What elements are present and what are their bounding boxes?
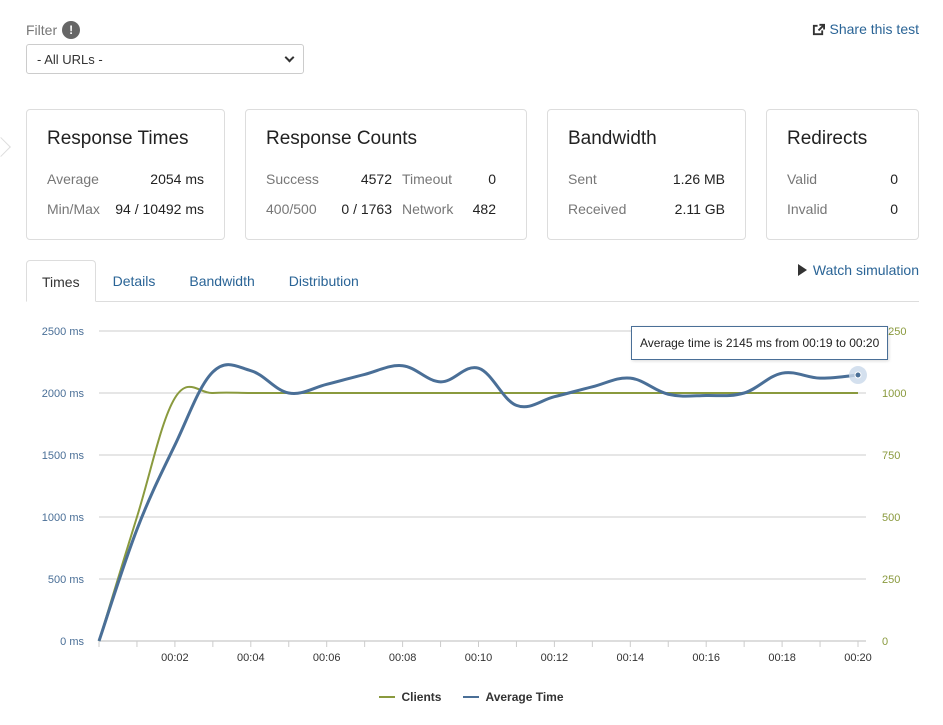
timeout-value: 0 — [488, 171, 496, 187]
legend-item-average-time[interactable]: Average Time — [463, 690, 564, 704]
y-left-tick-label: 2500 ms — [42, 326, 85, 338]
valid-value: 0 — [890, 171, 898, 187]
sent-label: Sent — [568, 171, 597, 187]
card-title: Response Times — [47, 128, 189, 149]
x-tick-label: 00:20 — [844, 652, 872, 664]
y-right-tick-label: 1000 — [882, 388, 906, 400]
side-arrow — [0, 137, 11, 157]
y-right-tick-label: 750 — [882, 450, 900, 462]
y-right-tick-label: 0 — [882, 636, 888, 648]
average-label: Average — [47, 171, 99, 187]
series-line-clients — [98, 385, 858, 642]
y-left-tick-label: 500 ms — [48, 574, 85, 586]
redirects-card: Redirects Valid 0 Invalid 0 — [766, 109, 919, 240]
x-tick-label: 00:18 — [768, 652, 796, 664]
y-left-tick-label: 0 ms — [60, 636, 84, 648]
invalid-label: Invalid — [787, 201, 828, 217]
network-value: 482 — [472, 201, 496, 217]
card-title: Redirects — [787, 128, 868, 149]
chart-tabs: Times Details Bandwidth Distribution — [26, 260, 919, 302]
url-filter-select[interactable]: - All URLs - — [26, 44, 304, 74]
x-tick-label: 00:08 — [389, 652, 417, 664]
play-icon — [797, 264, 807, 276]
x-tick-label: 00:02 — [161, 652, 189, 664]
bandwidth-card: Bandwidth Sent 1.26 MB Received 2.11 GB — [547, 109, 746, 240]
y-left-tick-label: 1000 ms — [42, 512, 85, 524]
success-label: Success — [266, 171, 319, 187]
x-tick-label: 00:10 — [465, 652, 493, 664]
timeout-label: Timeout — [402, 171, 453, 187]
watch-simulation-link[interactable]: Watch simulation — [797, 262, 919, 278]
highlight-point — [854, 371, 862, 379]
chart-tooltip: Average time is 2145 ms from 00:19 to 00… — [631, 326, 889, 360]
tab-distribution[interactable]: Distribution — [288, 273, 359, 289]
legend-label-average-time: Average Time — [485, 690, 564, 704]
received-value: 2.11 GB — [674, 201, 725, 217]
network-label: Network — [402, 201, 454, 217]
invalid-value: 0 — [890, 201, 898, 217]
response-times-card: Response Times Average 2054 ms Min/Max 94 … — [26, 109, 225, 240]
info-icon[interactable]: ! — [62, 21, 81, 39]
x-tick-label: 00:04 — [237, 652, 265, 664]
y-right-tick-label: 500 — [882, 512, 900, 524]
share-test-link[interactable]: Share this test — [812, 21, 920, 37]
y-left-tick-label: 1500 ms — [42, 450, 85, 462]
filter-label-text: Filter — [26, 22, 58, 38]
x-tick-label: 00:14 — [617, 652, 645, 664]
url-filter-value: - All URLs - — [37, 51, 103, 67]
share-label: Share this test — [829, 21, 920, 37]
valid-label: Valid — [787, 171, 818, 187]
y-left-tick-label: 2000 ms — [42, 388, 85, 400]
response-counts-card: Response Counts Success 4572 Timeout 0 4… — [245, 109, 527, 240]
http-error-value: 0 / 1763 — [341, 201, 392, 217]
received-label: Received — [568, 201, 627, 217]
success-value: 4572 — [360, 171, 392, 187]
average-value: 2054 ms — [150, 171, 204, 187]
http-error-label: 400/500 — [266, 201, 317, 217]
watch-simulation-label: Watch simulation — [812, 262, 919, 278]
chart-legend: Clients Average Time — [0, 690, 943, 704]
tab-details[interactable]: Details — [112, 273, 156, 289]
x-tick-label: 00:06 — [313, 652, 341, 664]
card-title: Response Counts — [266, 128, 418, 149]
sent-value: 1.26 MB — [672, 171, 725, 187]
tab-times[interactable]: Times — [26, 260, 96, 302]
card-title: Bandwidth — [568, 128, 657, 149]
minmax-value: 94 / 10492 ms — [115, 201, 204, 217]
tab-bandwidth[interactable]: Bandwidth — [189, 273, 255, 289]
x-tick-label: 00:16 — [692, 652, 720, 664]
legend-label-clients: Clients — [401, 690, 442, 704]
legend-swatch-clients — [379, 696, 396, 698]
legend-item-clients[interactable]: Clients — [379, 690, 441, 704]
y-right-tick-label: 250 — [882, 574, 900, 586]
series-line-average-time — [97, 363, 859, 642]
legend-swatch-average-time — [463, 696, 480, 698]
share-icon — [812, 23, 825, 35]
filter-label: Filter ! — [26, 21, 81, 39]
minmax-label: Min/Max — [47, 201, 100, 217]
chevron-down-icon — [284, 52, 295, 62]
x-tick-label: 00:12 — [541, 652, 569, 664]
times-chart: 0 ms 0 500 ms 250 1000 ms 500 1500 ms 750 2000 m… — [42, 326, 907, 664]
